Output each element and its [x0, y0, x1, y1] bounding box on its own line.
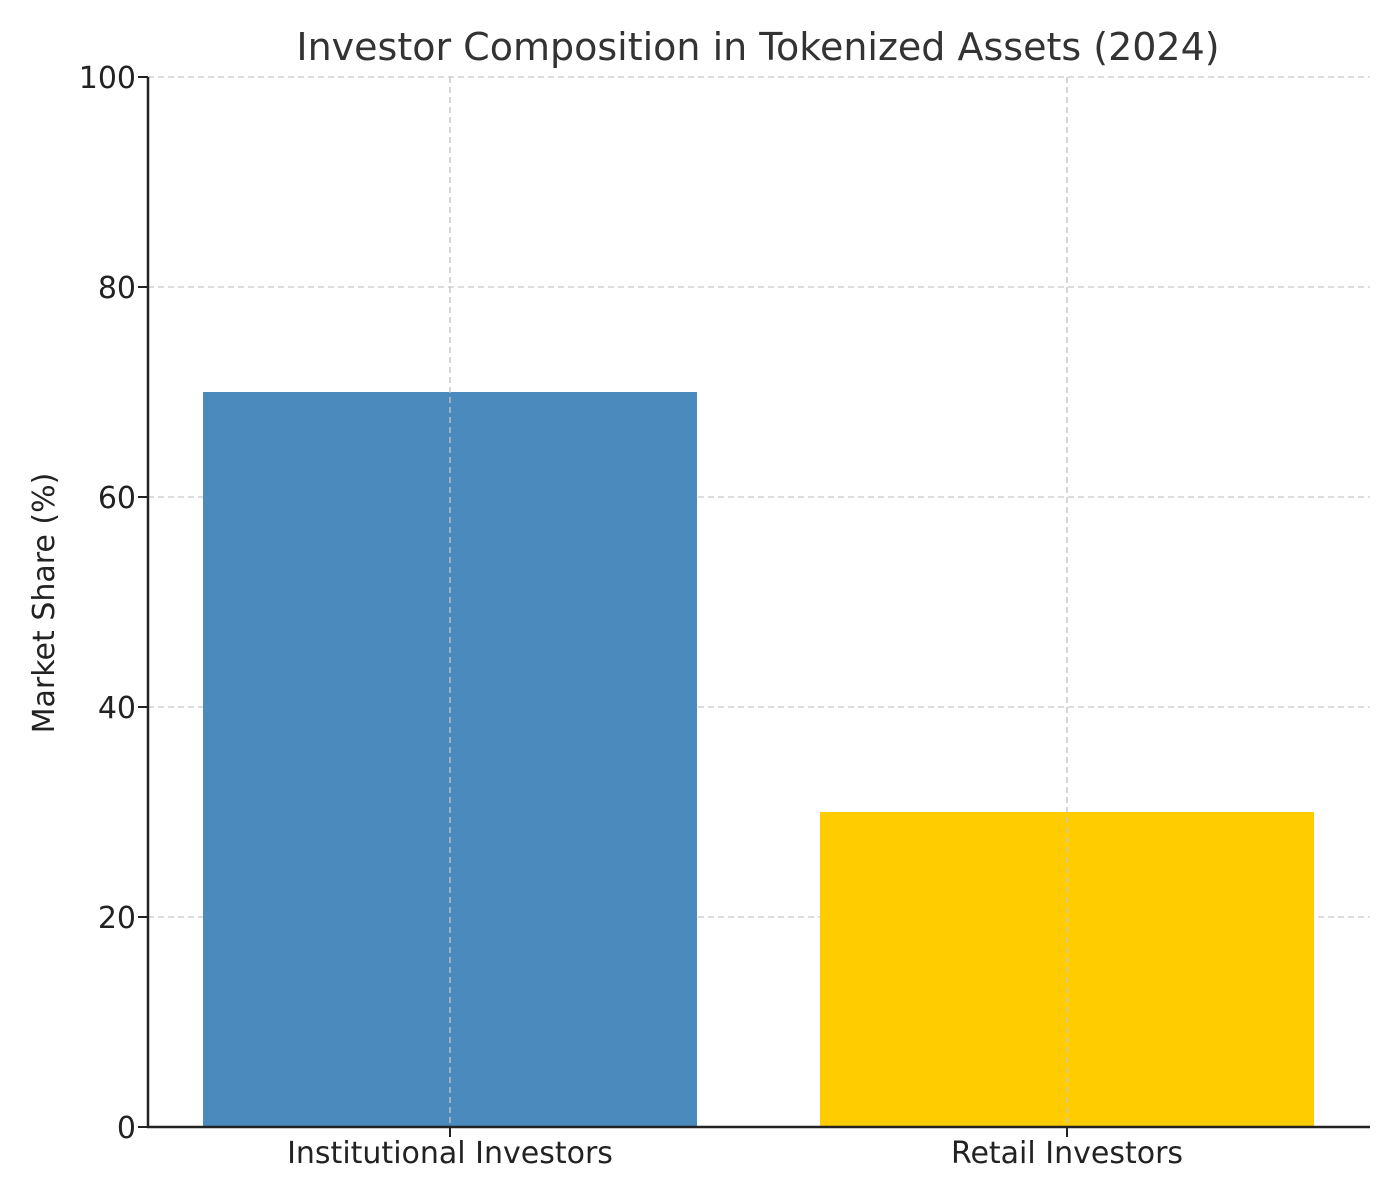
- y-axis-label: Market Share (%): [27, 473, 62, 734]
- axes-layer: [146, 77, 1370, 1129]
- y-tick-label-40: 40: [98, 691, 136, 726]
- y-tick-label-80: 80: [98, 271, 136, 306]
- y-tick-label-100: 100: [79, 61, 136, 96]
- bars-layer: [203, 392, 1314, 1127]
- ticks-layer: 0 20 40 60 80 100 Institutional Investors Retai…: [79, 61, 1183, 1171]
- chart-title: Investor Composition in Tokenized Assets…: [296, 25, 1219, 69]
- x-tick-label-institutional-investors: Institutional Investors: [287, 1136, 613, 1171]
- y-tick-label-0: 0: [117, 1111, 136, 1146]
- x-tick-label-retail-investors: Retail Investors: [951, 1136, 1183, 1171]
- y-tick-label-20: 20: [98, 901, 136, 936]
- y-tick-label-60: 60: [98, 481, 136, 516]
